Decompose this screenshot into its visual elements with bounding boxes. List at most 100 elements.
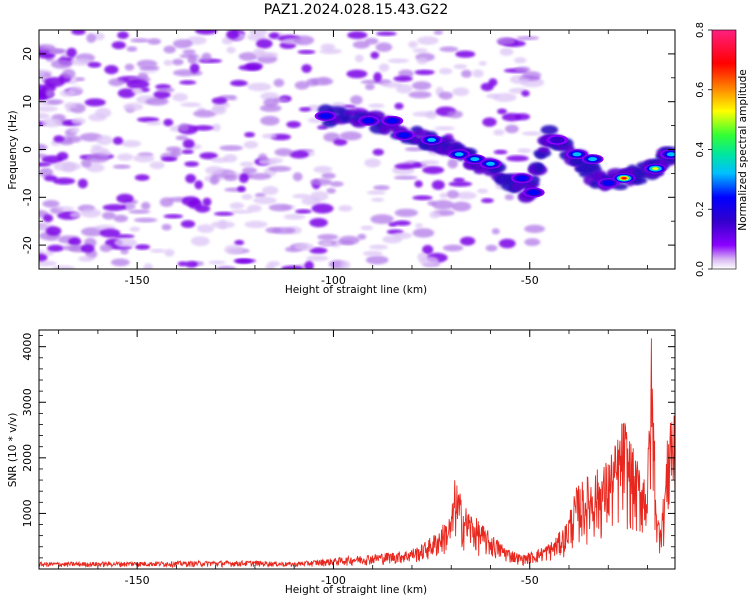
heatmap-noise-cell [248,173,271,180]
heatmap-noise-cell [432,200,454,210]
heatmap-noise-cell [130,38,150,43]
heatmap-noise-cell [241,193,253,200]
heatmap-noise-cell [433,30,443,35]
heatmap-noise-cell [524,224,545,233]
heatmap-noise-cell [199,152,218,160]
spectrogram-y-axis-label: Frequency (Hz) [7,110,19,189]
heatmap-noise-cell [117,153,134,161]
heatmap-noise-cell [394,208,418,217]
heatmap-noise-cell [71,117,86,125]
heatmap-noise-cell [172,58,184,66]
heatmap-noise-cell [393,175,418,180]
heatmap-noise-cell [365,83,375,91]
heatmap-noise-cell [180,102,202,107]
heatmap-noise-cell [393,220,411,226]
heatmap-noise-cell [261,133,277,139]
heatmap-noise-cell [362,250,383,257]
heatmap-noise-cell [346,69,368,79]
heatmap-ridge-cell [540,125,559,135]
spectrogram-panel: -150 -100 -50 20 10 0 -10 -20 Height of straig… [7,29,676,296]
heatmap-noise-cell [145,97,169,106]
heatmap-noise-cell [131,88,144,95]
heatmap-noise-cell [149,161,165,170]
heatmap-noise-cell [193,125,214,131]
colorbar-ticks: 0.0 0.2 0.4 0.6 0.8 [695,22,712,277]
heatmap-noise-cell [44,77,65,88]
heatmap-noise-cell [161,156,178,162]
heatmap-noise-cell [493,129,505,136]
snr-x-ticks: -150 -100 -50 [58,330,648,587]
heatmap-noise-cell [329,181,344,187]
colorbar-gradient [711,29,737,270]
heatmap-noise-cell [267,261,281,267]
heatmap-noise-cell [496,37,516,45]
heatmap-hotspot [546,134,569,145]
heatmap-noise-cell [482,117,497,127]
heatmap-noise-cell [478,61,487,66]
heatmap-noise-cell [352,40,370,49]
heatmap-noise-cell [393,75,413,82]
heatmap-noise-cell [373,185,390,191]
heatmap-noise-cell [292,193,311,199]
heatmap-noise-cell [149,248,166,253]
heatmap-noise-cell [350,95,363,105]
heatmap-noise-cell [80,208,102,218]
heatmap-noise-cell [112,164,131,169]
colorbar-tick-label: 0.2 [695,201,706,217]
heatmap-noise-cell [394,102,404,110]
heatmap-noise-cell [388,222,398,227]
heatmap-noise-cell [137,72,149,81]
spectrogram-x-tick-label: -100 [321,274,346,287]
heatmap-noise-cell [242,167,257,174]
heatmap-noise-cell [163,214,184,219]
heatmap-noise-cell [238,64,261,71]
heatmap-noise-cell [39,162,52,167]
heatmap-noise-cell [53,135,65,143]
heatmap-noise-cell [52,265,75,269]
heatmap-hotspot [393,130,416,141]
heatmap-noise-cell [439,46,459,52]
heatmap-noise-cell [306,78,319,87]
heatmap-hotspot [510,173,533,184]
heatmap-noise-cell [211,97,228,105]
heatmap-noise-cell [521,90,530,97]
heatmap-noise-cell [372,148,384,156]
heatmap-noise-cell [520,77,545,88]
heatmap-noise-cell [91,144,102,150]
heatmap-noise-cell [243,140,259,149]
heatmap-noise-cell [165,146,182,153]
heatmap-noise-cell [126,79,150,90]
heatmap-noise-cell [39,44,56,52]
heatmap-noise-cell [53,161,76,172]
heatmap-noise-cell [128,209,151,214]
heatmap-noise-cell [136,117,160,123]
heatmap-noise-cell [56,206,75,211]
heatmap-noise-cell [78,255,94,262]
snr-frame [38,329,676,570]
heatmap-noise-cell [517,148,532,154]
heatmap-noise-cell [129,226,141,232]
heatmap-noise-cell [123,202,133,211]
heatmap-noise-cell [61,135,73,143]
heatmap-noise-cell [268,203,293,212]
heatmap-noise-cell [301,64,312,73]
heatmap-noise-cell [448,181,473,187]
heatmap-noise-cell [416,57,428,65]
heatmap-noise-cell [297,49,316,55]
heatmap-ridge-cell [534,163,545,173]
heatmap-noise-cell [197,224,215,234]
heatmap-noise-cell [253,196,277,205]
heatmap-noise-cell [488,78,498,87]
heatmap-noise-cell [133,154,155,163]
heatmap-noise-cell [304,260,314,269]
heatmap-noise-cell [68,86,84,96]
heatmap-noise-cell [71,30,86,35]
heatmap-noise-cell [447,110,463,119]
heatmap-noise-cell [75,77,85,82]
heatmap-noise-cell [134,174,150,181]
spectrogram-y-tick-label: 0 [21,146,34,153]
heatmap-noise-cell [360,225,374,231]
heatmap-noise-cell [438,91,453,100]
heatmap-noise-cell [157,87,175,93]
heatmap-noise-cell [178,123,189,132]
